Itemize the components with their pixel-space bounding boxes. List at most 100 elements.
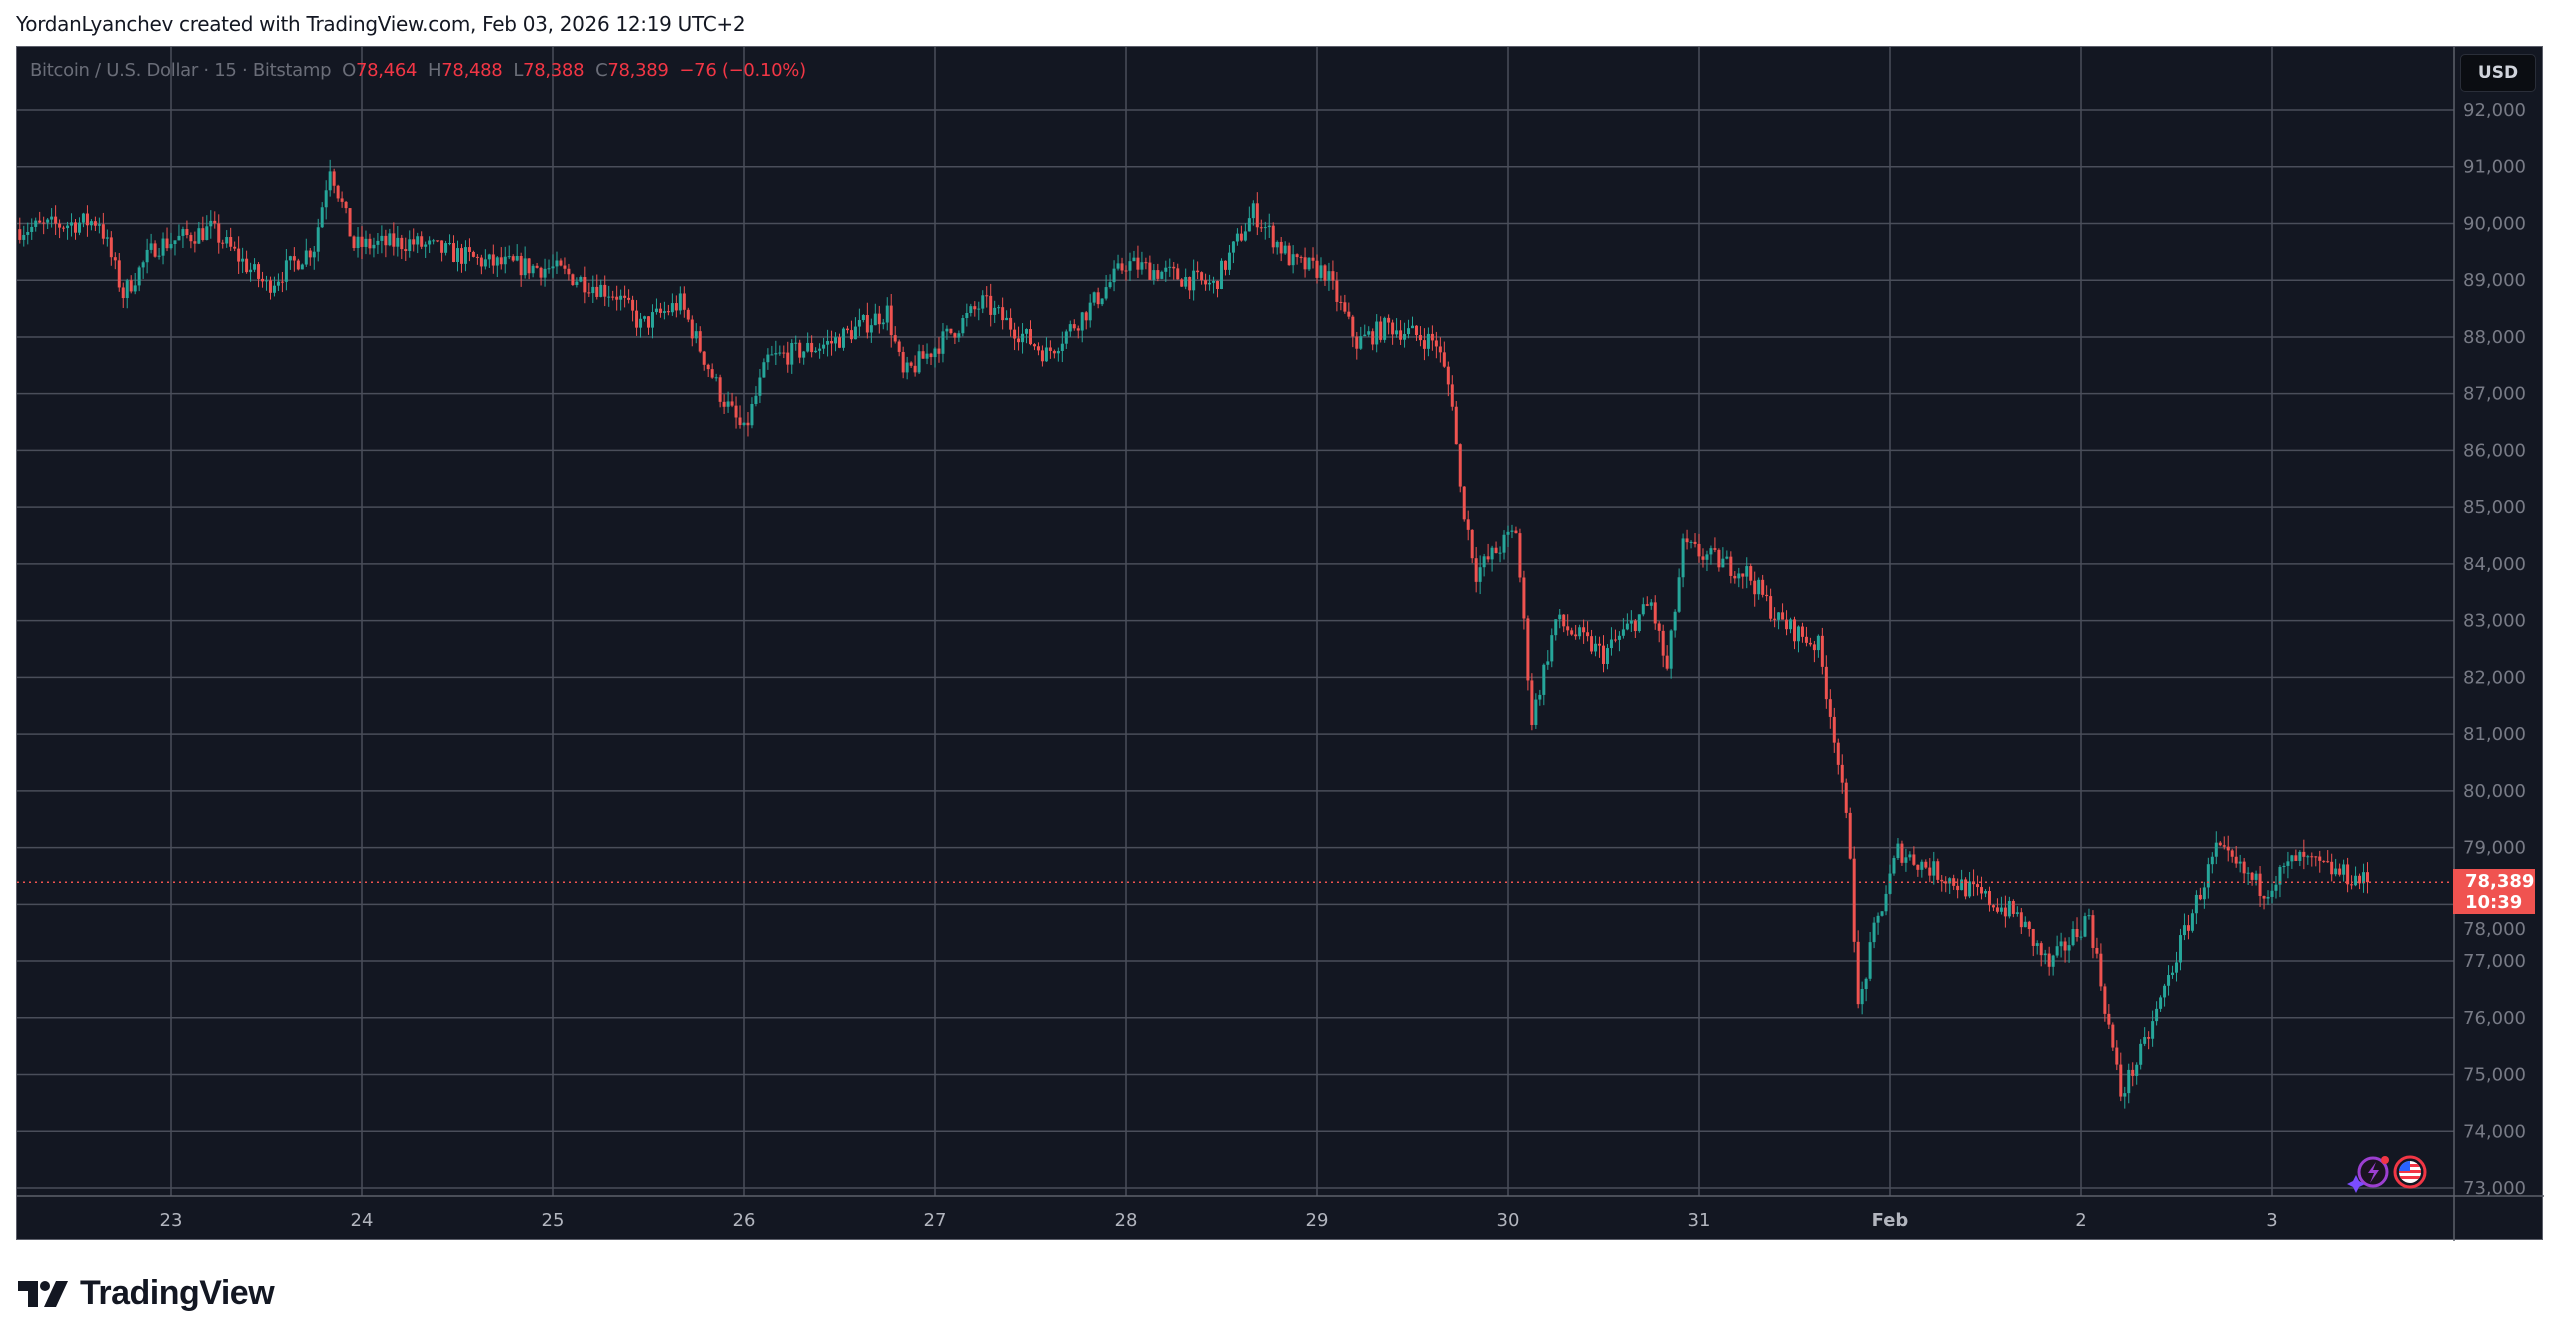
- candle-body: [2334, 868, 2338, 875]
- candle-body: [1184, 276, 1188, 287]
- candle-body: [2234, 856, 2238, 864]
- candle-body: [209, 220, 213, 227]
- candle-body: [997, 307, 1001, 309]
- candle-body: [2151, 1021, 2155, 1039]
- candle-body: [1168, 266, 1172, 268]
- candle-body: [173, 240, 177, 245]
- candle-body: [1458, 444, 1462, 487]
- candle-body: [539, 267, 543, 278]
- candle-body: [1017, 338, 1021, 343]
- tradingview-logo[interactable]: TradingView: [18, 1274, 275, 1313]
- candle-body: [2119, 1064, 2123, 1097]
- candle-body: [1438, 346, 1442, 353]
- candle-body: [2246, 872, 2250, 874]
- candle-body: [201, 228, 205, 240]
- candle-body: [770, 354, 774, 356]
- candle-body: [1212, 281, 1216, 283]
- candle-body: [1080, 312, 1084, 331]
- candle-body: [1255, 203, 1259, 228]
- candle-body: [1999, 907, 2003, 912]
- candle-body: [1001, 307, 1005, 321]
- candle-body: [1132, 257, 1136, 262]
- candle-body: [571, 274, 575, 285]
- candle-body: [66, 225, 70, 229]
- x-tick-label: 24: [351, 1210, 374, 1231]
- candle-body: [304, 250, 308, 265]
- candle-body: [1816, 635, 1820, 651]
- candle-body: [1697, 543, 1701, 557]
- candle-body: [2226, 846, 2230, 851]
- candle-body: [416, 236, 420, 245]
- candle-body: [1430, 333, 1434, 341]
- candle-body: [2250, 872, 2254, 880]
- candle-body: [2131, 1069, 2135, 1076]
- last-price-value: 78,389: [2465, 871, 2535, 893]
- candle-body: [1681, 538, 1685, 578]
- candle-body: [70, 222, 74, 226]
- y-tick-label: 75,000: [2463, 1065, 2526, 1086]
- candle-body: [352, 236, 356, 249]
- currency-button[interactable]: USD: [2460, 54, 2536, 92]
- lightning-sparkle-icon[interactable]: [2347, 1156, 2389, 1193]
- candle-body: [1820, 635, 1824, 667]
- candle-body: [1984, 891, 1987, 894]
- candle-body: [1044, 347, 1048, 362]
- candle-body: [2318, 856, 2322, 861]
- candle-body: [1864, 978, 1868, 990]
- candle-body: [1677, 577, 1681, 612]
- candle-body: [1403, 334, 1407, 340]
- candle-body: [2071, 928, 2075, 946]
- candle-body: [436, 240, 440, 242]
- chart-credit: YordanLyanchev created with TradingView.…: [16, 12, 746, 36]
- us-flag-icon[interactable]: [2393, 1155, 2427, 1189]
- symbol-name[interactable]: Bitcoin / U.S. Dollar · 15 · Bitstamp: [30, 60, 332, 81]
- candle-body: [678, 293, 682, 311]
- candle-body: [2003, 907, 2007, 917]
- candle-body: [1514, 530, 1518, 534]
- candle-body: [1072, 324, 1076, 329]
- x-tick-label: 29: [1306, 1210, 1329, 1231]
- candle-body: [376, 240, 380, 245]
- chart-pane[interactable]: 92,000 91,000 90,000 89,000 88,000 87,000 86,0…: [16, 46, 2544, 1241]
- candle-body: [1574, 634, 1578, 637]
- candle-body: [81, 213, 85, 223]
- candle-body: [746, 422, 750, 426]
- candle-body: [312, 251, 316, 258]
- candle-body: [1987, 891, 1991, 906]
- candle-body: [1534, 699, 1538, 725]
- y-tick-label: 83,000: [2463, 611, 2526, 632]
- tradingview-logo-icon: [18, 1280, 68, 1307]
- high-label: H: [428, 60, 442, 81]
- candle-body: [710, 369, 714, 378]
- candle-body: [1745, 566, 1749, 577]
- candle-body: [1757, 579, 1761, 595]
- candle-body: [627, 297, 631, 300]
- candlestick-chart[interactable]: 92,000 91,000 90,000 89,000 88,000 87,000 86,0…: [17, 47, 2544, 1241]
- candle-body: [2019, 912, 2023, 928]
- candle-body: [2362, 872, 2366, 884]
- candle-body: [2366, 872, 2369, 883]
- candle-body: [957, 333, 961, 338]
- candle-body: [1235, 233, 1239, 242]
- candle-body: [961, 318, 965, 334]
- candle-body: [766, 354, 770, 363]
- candle-body: [738, 417, 742, 426]
- candle-body: [2115, 1047, 2119, 1065]
- candle-body: [901, 351, 905, 373]
- candle-body: [1120, 263, 1124, 271]
- candle-body: [1562, 614, 1566, 627]
- candle-body: [372, 244, 376, 249]
- candle-body: [1172, 266, 1176, 269]
- candle-body: [1363, 334, 1367, 337]
- candle-body: [658, 308, 662, 313]
- candle-body: [1852, 858, 1856, 942]
- candle-body: [1387, 317, 1391, 323]
- candle-body: [1466, 519, 1470, 530]
- candle-body: [1991, 905, 1995, 908]
- candle-body: [261, 278, 265, 282]
- candle-body: [1422, 340, 1426, 349]
- candle-body: [1836, 742, 1840, 765]
- candle-body: [1653, 602, 1657, 624]
- change-value: −76 (−0.10%): [679, 60, 806, 81]
- candle-body: [1351, 316, 1355, 337]
